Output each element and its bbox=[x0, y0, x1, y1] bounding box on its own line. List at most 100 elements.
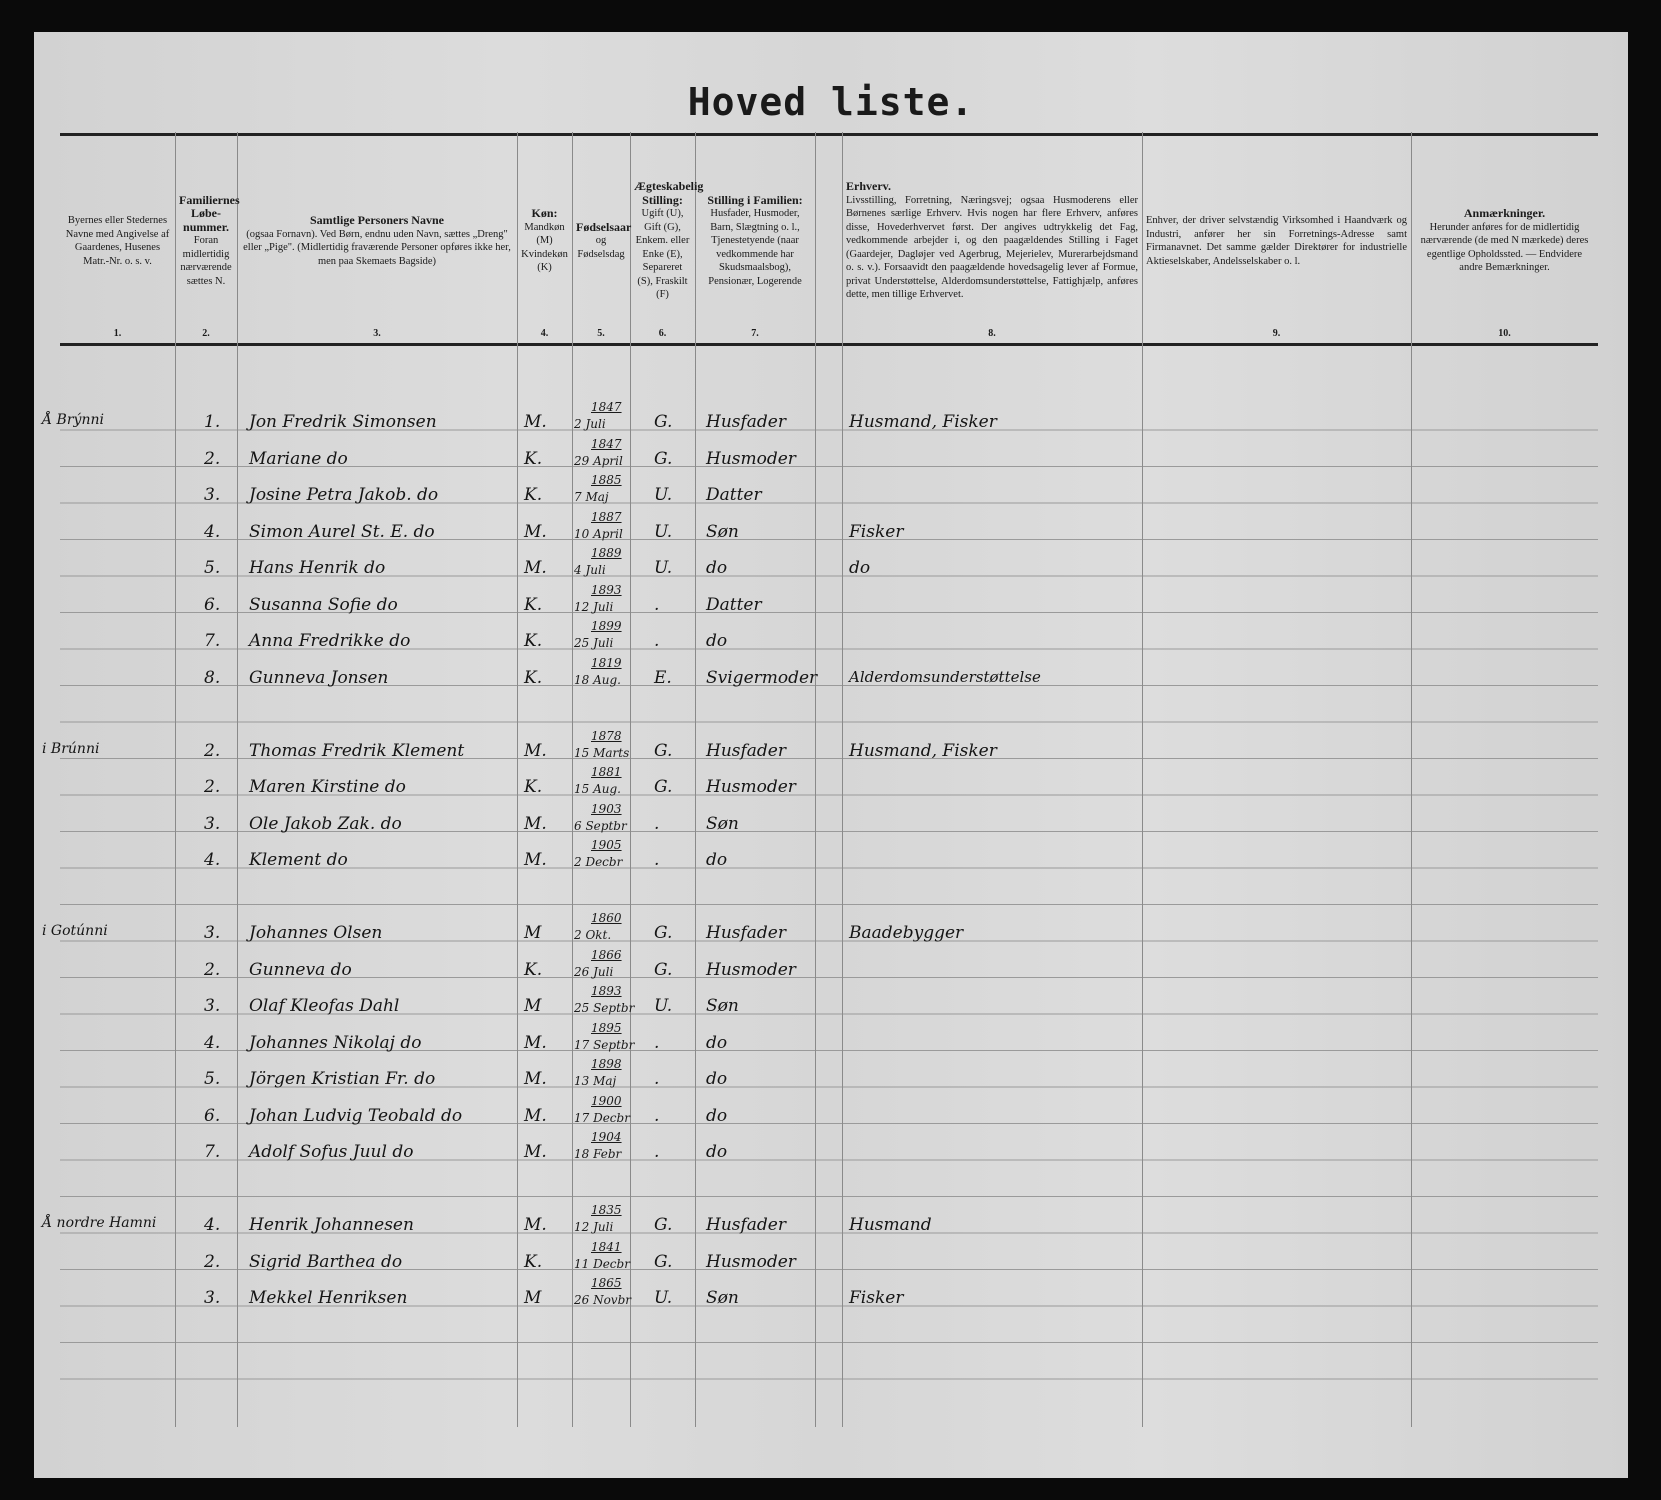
family-role: Søn bbox=[706, 996, 739, 1016]
family-role: do bbox=[706, 1032, 728, 1053]
family-number: 4. bbox=[204, 1215, 221, 1235]
column-header-title: Ægteskabelig Stilling: bbox=[634, 179, 704, 207]
family-number: 2. bbox=[204, 777, 221, 797]
column-header-4: Køn: Mandkøn (M) Kvindekøn (K) bbox=[521, 136, 568, 346]
civil-status: . bbox=[654, 813, 660, 834]
family-number: 2. bbox=[204, 959, 221, 980]
column-header-text: Enhver, der driver selvstændig Virksomhe… bbox=[1146, 215, 1407, 267]
birth-year: 1881 bbox=[591, 765, 622, 779]
family-number: 3. bbox=[204, 996, 221, 1016]
sex-cell: K. bbox=[524, 485, 543, 505]
column-number: 5. bbox=[597, 328, 605, 339]
family-role: do bbox=[706, 850, 728, 870]
family-number: 3. bbox=[204, 1288, 221, 1308]
column-divider bbox=[237, 132, 238, 1427]
sex-cell: K. bbox=[524, 1251, 543, 1272]
birth-year: 1819 bbox=[591, 655, 622, 670]
family-number: 2. bbox=[204, 740, 221, 761]
birth-year: 1841 bbox=[591, 1239, 622, 1254]
column-divider bbox=[630, 132, 631, 1427]
column-header-title: Familiernes Løbe-nummer. bbox=[179, 192, 240, 234]
sex-cell: K. bbox=[524, 959, 543, 980]
person-name: Adolf Sofus Juul do bbox=[249, 1142, 414, 1162]
birth-day: 2 Juli bbox=[574, 417, 606, 431]
birth-day: 17 Decbr bbox=[574, 1110, 630, 1125]
occupation: do bbox=[849, 558, 871, 578]
birth-day: 7 Maj bbox=[574, 490, 609, 504]
birth-day: 2 Okt. bbox=[574, 928, 612, 942]
column-number: 3. bbox=[373, 328, 381, 339]
column-header-text: Husfader, Husmoder, Barn, Slægtning o. l… bbox=[708, 208, 802, 287]
civil-status: G. bbox=[654, 923, 673, 943]
birth-day: 26 Novbr bbox=[574, 1293, 632, 1307]
family-number: 3. bbox=[204, 485, 221, 505]
birth-year: 1903 bbox=[591, 801, 622, 816]
person-name: Henrik Johannesen bbox=[249, 1215, 414, 1235]
family-number: 4. bbox=[204, 521, 221, 542]
occupation: Baadebygger bbox=[849, 923, 964, 943]
family-number: 6. bbox=[204, 594, 221, 615]
family-number: 4. bbox=[204, 850, 221, 870]
person-name: Gunneva do bbox=[249, 959, 352, 980]
sex-cell: M. bbox=[524, 1032, 547, 1053]
occupation: Husmand, Fisker bbox=[849, 740, 997, 761]
family-role: Husfader bbox=[706, 923, 786, 943]
column-divider bbox=[1411, 132, 1412, 1427]
birth-day: 25 Septbr bbox=[574, 1001, 635, 1015]
birth-day: 15 Marts bbox=[574, 745, 630, 760]
occupation: Alderdomsunderstøttelse bbox=[849, 667, 1041, 686]
person-name: Jon Fredrik Simonsen bbox=[249, 412, 437, 432]
birth-year: 1866 bbox=[591, 947, 622, 962]
page-title: Hoved liste. bbox=[687, 80, 975, 124]
column-number: 2. bbox=[202, 328, 210, 339]
family-number: 3. bbox=[204, 813, 221, 834]
ruled-lines bbox=[60, 394, 1598, 1394]
header-top-rule bbox=[60, 133, 1598, 136]
birth-year: 1889 bbox=[591, 546, 622, 560]
sex-cell: K. bbox=[524, 631, 543, 651]
column-header-title: Samtlige Personers Navne bbox=[310, 213, 444, 227]
sex-cell: M. bbox=[524, 1105, 547, 1126]
civil-status: G. bbox=[654, 1251, 673, 1272]
column-header-text: Ugift (U), Gift (G), Enkem. eller Enke (… bbox=[635, 208, 690, 301]
family-number: 1. bbox=[204, 412, 221, 432]
birth-day: 10 April bbox=[574, 526, 623, 541]
person-name: Hans Henrik do bbox=[249, 558, 386, 578]
birth-day: 18 Aug. bbox=[574, 672, 621, 687]
birth-day: 25 Juli bbox=[574, 636, 614, 650]
occupation: Fisker bbox=[849, 521, 904, 542]
column-number: 1. bbox=[113, 328, 122, 339]
person-name: Johannes Olsen bbox=[249, 923, 383, 943]
place-cell: i Brúnni bbox=[42, 740, 100, 757]
birth-year: 1893 bbox=[591, 984, 622, 998]
place-cell: Å Brýnni bbox=[42, 412, 104, 428]
birth-day: 11 Decbr bbox=[574, 1256, 630, 1271]
column-number: 8. bbox=[988, 328, 996, 339]
birth-year: 1865 bbox=[591, 1276, 622, 1290]
sex-cell: M. bbox=[524, 1069, 547, 1089]
family-number: 8. bbox=[204, 667, 221, 688]
column-header-5: Fødselsaar og Fødselsdag bbox=[576, 136, 631, 346]
family-number: 7. bbox=[204, 1142, 221, 1162]
birth-day: 6 Septbr bbox=[574, 818, 627, 833]
person-name: Ole Jakob Zak. do bbox=[249, 813, 402, 834]
column-header-title: Stilling i Familien: bbox=[707, 192, 803, 207]
family-role: Husfader bbox=[706, 1215, 786, 1235]
column-header-1: Byernes eller Stedernes Navne med Angive… bbox=[64, 136, 171, 346]
birth-year: 1835 bbox=[591, 1203, 622, 1217]
column-header-7: Stilling i Familien: Husfader, Husmoder, … bbox=[699, 136, 811, 346]
column-header-text: Mandkøn (M) Kvindekøn (K) bbox=[521, 221, 568, 274]
column-number: 4. bbox=[540, 328, 549, 339]
column-number: 6. bbox=[658, 328, 667, 339]
sex-cell: M. bbox=[524, 558, 547, 578]
family-role: Husmoder bbox=[706, 448, 796, 469]
person-name: Olaf Kleofas Dahl bbox=[249, 996, 400, 1016]
family-role: Husmoder bbox=[706, 777, 796, 797]
family-number: 3. bbox=[204, 923, 221, 943]
civil-status: U. bbox=[654, 1288, 673, 1308]
column-divider bbox=[175, 132, 176, 1427]
family-number: 7. bbox=[204, 631, 221, 651]
birth-year: 1878 bbox=[591, 728, 622, 743]
civil-status: G. bbox=[654, 777, 673, 797]
column-divider bbox=[842, 132, 843, 1427]
